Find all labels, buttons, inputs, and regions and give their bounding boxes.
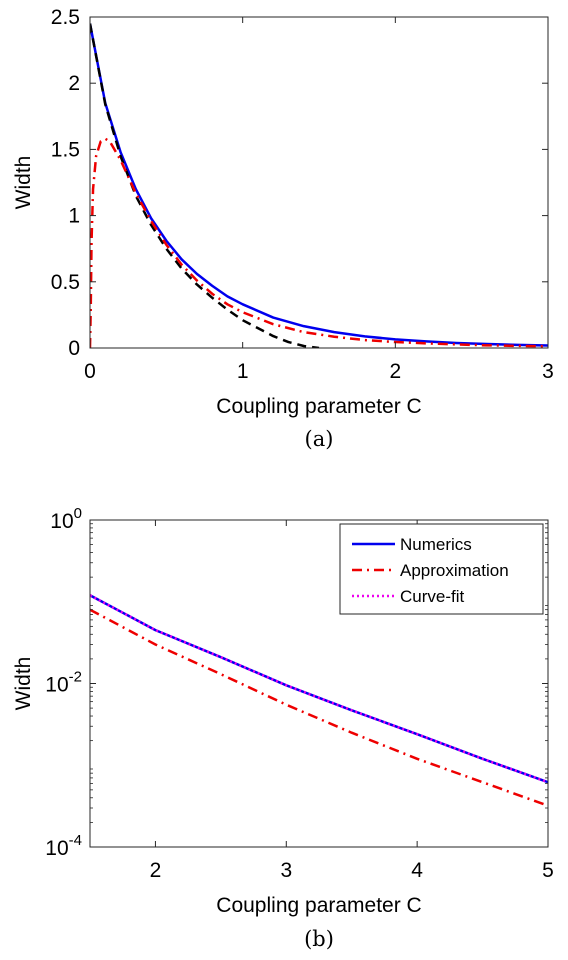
y-tick-label: 100 [50,505,82,533]
series-line-1 [90,23,548,347]
x-axis-label: Coupling parameter C [216,894,421,917]
series-line-approximation [90,608,548,807]
chart-panel-1: 0 1 2 3 0 0.5 1 1.5 2 2.5 Coupling parameter C Widt… [12,6,554,451]
series-line-numerics [90,594,548,784]
legend-label: Approximation [400,561,509,580]
legend-label: Numerics [400,535,472,554]
chart-panel-2: 2 3 4 5 10-4 10-2 100 Coupling parameter C Width… [12,505,554,951]
panel-caption: (a) [305,427,334,451]
y-tick-label: 1.5 [51,138,80,161]
y-tick-label: 1 [68,205,80,228]
y-tick-label: 10-4 [45,832,82,860]
x-tick-label: 4 [411,859,423,882]
series-line-3 [90,137,548,348]
y-axis-label: Width [12,156,35,210]
x-tick-label: 2 [389,360,401,383]
plot-frame [89,16,549,349]
x-tick-label: 3 [280,859,292,882]
panel-caption: (b) [304,927,334,951]
series-line-curve-fit [90,594,548,784]
series-line-2 [90,23,320,348]
x-tick-label: 3 [542,360,554,383]
legend-box [339,523,544,615]
y-axis-label: Width [12,657,35,711]
x-axis-label: Coupling parameter C [216,395,421,418]
x-tick-label: 2 [150,859,162,882]
y-tick-label: 0 [68,337,80,360]
legend: Numerics Approximation Curve-fit [339,523,544,615]
x-tick-label: 5 [542,859,554,882]
legend-label: Curve-fit [400,587,465,606]
y-tick-label: 10-2 [45,669,82,697]
y-tick-label: 2.5 [51,6,80,29]
x-tick-label: 1 [237,360,249,383]
y-tick-label: 0.5 [51,271,80,294]
y-tick-label: 2 [68,72,80,95]
x-tick-label: 0 [84,360,96,383]
